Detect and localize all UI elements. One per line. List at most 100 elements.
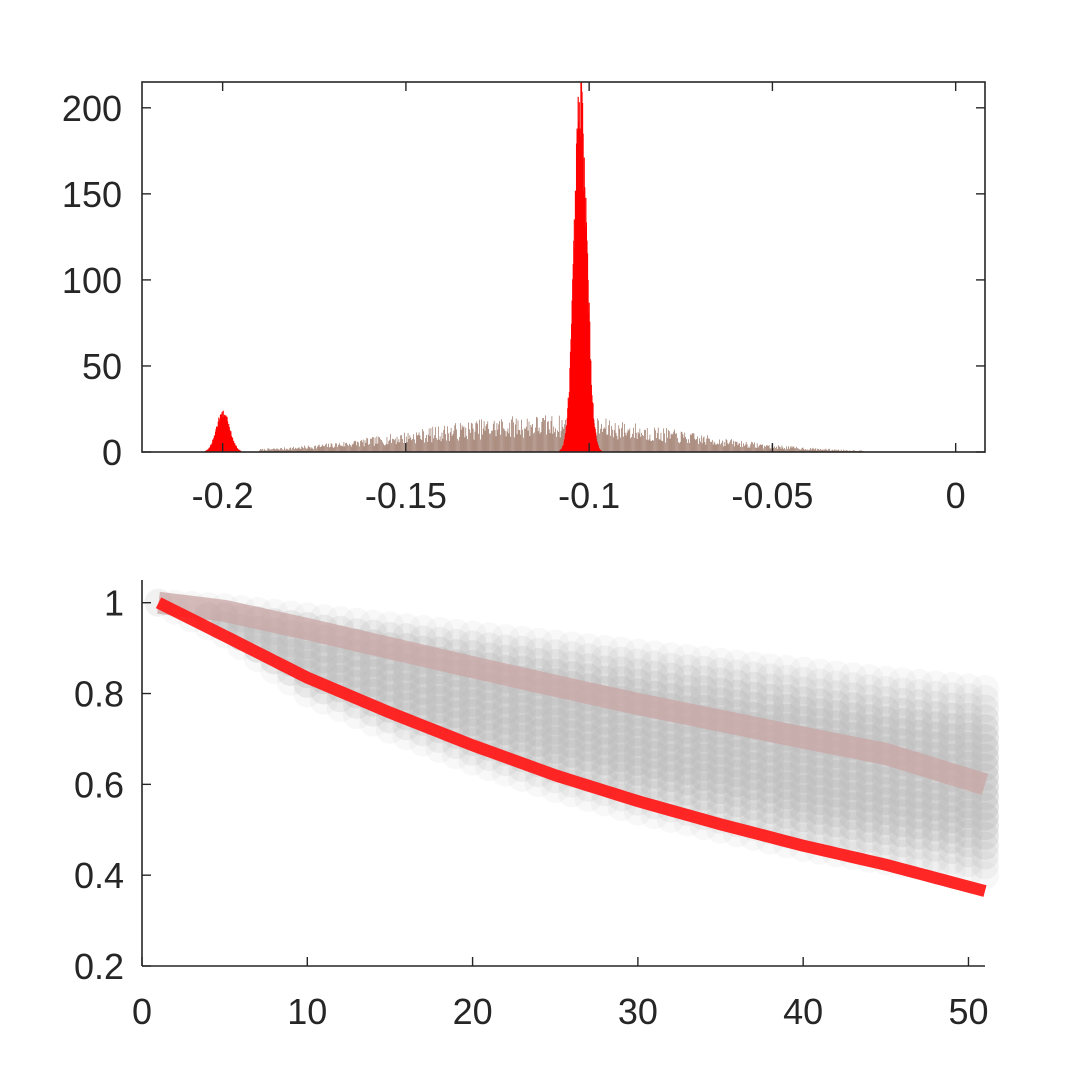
band-marker: [888, 829, 917, 858]
band-marker: [954, 712, 983, 741]
histogram-bar-broad: [317, 445, 319, 452]
histogram-bar-broad: [489, 433, 490, 452]
histogram-bar-broad: [806, 449, 807, 452]
histogram-bar-broad: [797, 448, 798, 452]
histogram-bar-broad: [845, 450, 847, 452]
band-marker: [442, 628, 471, 657]
band-marker: [756, 663, 785, 692]
band-marker: [359, 708, 388, 737]
histogram-bar-broad: [286, 448, 288, 452]
band-marker: [971, 812, 999, 841]
histogram-bar-broad: [607, 434, 609, 452]
red-series-line: [155, 597, 987, 897]
band-marker: [640, 650, 669, 679]
band-marker: [871, 776, 900, 805]
band-marker: [789, 686, 818, 715]
histogram-bar-broad: [539, 433, 541, 452]
band-marker: [739, 772, 768, 801]
line-chart-series: [155, 591, 989, 897]
histogram-bar-broad: [342, 446, 344, 452]
band-marker: [475, 692, 504, 721]
histogram-bar-broad: [599, 433, 600, 452]
band-marker: [971, 802, 999, 831]
band-marker: [723, 649, 752, 678]
band-marker: [375, 663, 404, 692]
histogram-bar-broad: [612, 429, 613, 452]
histogram-bar-broad: [748, 446, 750, 452]
histogram-bar-broad: [389, 439, 391, 452]
band-marker: [838, 702, 867, 731]
histogram-bar-broad: [811, 448, 813, 452]
histogram-bar-broad: [790, 446, 792, 452]
histogram-bar-broad: [528, 421, 530, 452]
histogram-bar-broad: [402, 438, 403, 452]
band-marker: [888, 687, 917, 716]
band-marker: [772, 810, 801, 839]
band-marker: [805, 767, 834, 796]
histogram-bar-broad: [481, 434, 483, 452]
histogram-bar-broad: [260, 449, 261, 452]
histogram-bar-broad: [393, 439, 394, 452]
band-marker: [458, 708, 487, 737]
histogram-bar-broad: [720, 444, 721, 452]
histogram-bar-broad: [300, 449, 302, 452]
histogram-bar-broad: [636, 439, 638, 452]
band-marker: [508, 695, 537, 723]
histogram-bar-broad: [605, 418, 607, 452]
band-marker: [706, 756, 735, 785]
band-marker: [971, 714, 999, 743]
band-marker: [375, 611, 404, 640]
histogram-bar-broad: [475, 423, 477, 452]
histogram-bar-broad: [338, 444, 339, 452]
band-marker: [524, 637, 553, 666]
histogram-bar-broad: [321, 445, 323, 452]
histogram-bar-broad: [487, 421, 489, 452]
histogram-bar-broad: [828, 448, 829, 452]
histogram-bar-broad: [353, 441, 355, 452]
band-marker: [392, 722, 421, 751]
band-marker: [673, 757, 702, 786]
histogram-bar-broad: [445, 434, 446, 452]
histogram-bar-broad: [493, 420, 495, 452]
histogram-bar-broad: [728, 444, 730, 452]
band-marker: [706, 736, 735, 765]
histogram-bar-broad: [538, 427, 540, 452]
histogram-bar-broad: [498, 424, 500, 452]
histogram-bar-broad: [305, 447, 306, 452]
histogram-bar-broad: [776, 446, 777, 452]
histogram-bar-broad: [506, 431, 508, 452]
band-marker: [607, 666, 636, 695]
histogram-bar-broad: [376, 436, 378, 452]
histogram-bar-broad: [367, 438, 369, 452]
band-marker: [855, 684, 884, 713]
histogram-bar-broad: [549, 433, 551, 452]
band-marker: [888, 789, 917, 817]
histogram-bar-broad: [678, 442, 679, 452]
band-marker: [690, 763, 718, 792]
band-marker: [855, 804, 884, 833]
histogram-bar-broad: [355, 441, 357, 452]
histogram-bar-broad: [453, 430, 455, 452]
histogram-bar-broad: [770, 448, 772, 452]
histogram-bar-broad: [696, 439, 697, 452]
band-marker: [756, 785, 785, 814]
histogram-bar-broad: [683, 437, 685, 452]
band-marker: [805, 797, 834, 826]
histogram-bar-broad: [466, 435, 468, 452]
histogram-bar-broad: [503, 429, 505, 452]
band-marker: [392, 682, 421, 711]
histogram-bar-broad: [357, 441, 358, 452]
x-tick-label: -0.05: [731, 475, 813, 516]
histogram-bar-broad: [626, 432, 628, 452]
band-marker: [656, 733, 685, 762]
histogram-bar-broad: [709, 438, 710, 452]
histogram-bar-broad: [318, 444, 320, 452]
band-marker: [475, 702, 504, 731]
histogram-bar-broad: [777, 445, 779, 452]
histogram-bar-broad: [623, 436, 624, 452]
histogram-bar-broad: [699, 438, 700, 452]
histogram-bar-broad: [715, 444, 717, 452]
band-marker: [673, 777, 702, 806]
band-marker: [673, 736, 702, 765]
band-marker: [937, 723, 966, 752]
